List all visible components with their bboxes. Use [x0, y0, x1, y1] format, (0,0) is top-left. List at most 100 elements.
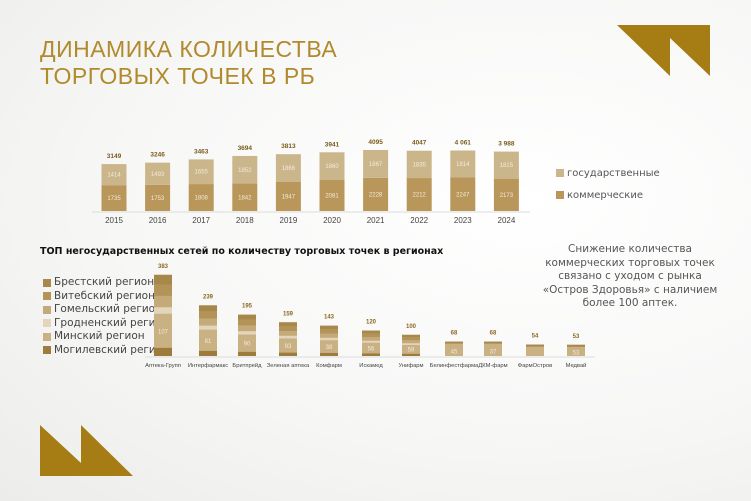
bar-total-label: 100 — [406, 324, 417, 330]
bar-state — [275, 154, 301, 182]
x-tick-label: ФармОстров — [518, 363, 552, 369]
legend-label: Могилевский регион — [54, 343, 170, 356]
bar-commercial — [275, 181, 301, 211]
bar-segment-mogilev — [154, 347, 172, 356]
page-title: ДИНАМИКА КОЛИЧЕСТВА ТОРГОВЫХ ТОЧЕК В РБ — [40, 36, 337, 90]
bar-label-minsk: 81 — [205, 339, 212, 345]
bar-label-commercial: 2173 — [500, 193, 514, 199]
x-tick-label: Зеленая аптека — [267, 363, 310, 369]
bar-segment-vitebsk — [279, 326, 297, 332]
bar-segment-grodno — [402, 343, 420, 345]
bar-segment-vitebsk — [402, 337, 420, 341]
x-tick-label: 2022 — [410, 216, 428, 225]
bar-label-state: 1414 — [107, 173, 121, 179]
bar-segment-top — [567, 344, 585, 347]
bar-segment-vitebsk — [199, 311, 217, 319]
legend-item: Витебский регион — [43, 290, 169, 304]
bar-total-label: 3813 — [281, 143, 296, 150]
bar-label-state: 1866 — [282, 166, 296, 172]
note-text: Снижение количества коммерческих торговы… — [542, 243, 718, 309]
bar-total-label: 120 — [366, 320, 377, 326]
bar-total-label: 53 — [573, 334, 580, 340]
x-tick-label: Медвай — [566, 362, 587, 369]
bar-total — [567, 344, 585, 356]
x-tick-label: 2020 — [323, 216, 341, 225]
bar-segment-brest — [320, 325, 338, 330]
bar-segment-top — [526, 344, 544, 347]
title-line-1: ДИНАМИКА КОЛИЧЕСТВА — [40, 36, 338, 62]
bar-segment-mogilev — [320, 352, 338, 356]
bar-total-label: 4 061 — [455, 139, 472, 146]
bar-segment-grodno — [362, 340, 380, 343]
bar-total-label: 3149 — [107, 153, 122, 160]
title-line-2: ТОРГОВЫХ ТОЧЕК В РБ — [40, 63, 316, 89]
bar-segment-gomel — [320, 333, 338, 338]
legend-swatch — [43, 305, 51, 314]
chart2-legend: Брестский регион Витебский регион Гомельск… — [43, 276, 169, 357]
bar-segment-gomel — [279, 331, 297, 336]
bar-segment-brest — [402, 334, 420, 338]
bar-total-label: 3694 — [238, 145, 253, 152]
bar-state — [406, 150, 432, 179]
bar-segment-grodno — [238, 331, 256, 335]
bar-segment-brest — [238, 314, 256, 320]
bar-commercial — [188, 184, 214, 211]
top-right-decor-shape — [617, 25, 710, 76]
bar-total-label: 4047 — [412, 140, 427, 147]
bar-label-minsk: 90 — [244, 342, 251, 348]
bar-total — [526, 344, 544, 356]
legend-label: Гомельский регион — [54, 303, 162, 315]
bar-segment-top — [484, 341, 502, 344]
bar-label-minsk: 59 — [408, 348, 415, 354]
bar-state — [493, 151, 519, 179]
bar-label-commercial: 2081 — [325, 193, 339, 199]
legend-label: государственные — [567, 167, 660, 179]
bar-label-commercial: 1735 — [107, 196, 121, 202]
bar-total-label: 3246 — [150, 152, 165, 159]
bar-label-minsk: 107 — [158, 330, 169, 336]
bar-label-commercial: 2247 — [456, 192, 470, 198]
x-tick-label: 2023 — [454, 216, 472, 225]
bar-commercial — [363, 177, 389, 211]
bar-label-minsk: 53 — [573, 351, 580, 357]
bar-segment-gomel — [362, 337, 380, 341]
legend-label: коммерческие — [567, 189, 643, 201]
legend-item-state: государственные — [556, 162, 660, 184]
bar-label-state: 1835 — [413, 162, 427, 168]
x-tick-label: ДКМ-фарм — [478, 363, 507, 369]
x-tick-label: Искамед — [359, 363, 383, 369]
legend-label: Брестский регион — [54, 276, 155, 288]
x-tick-label: Аптека-Групп — [145, 363, 181, 369]
bar-state — [363, 149, 389, 178]
x-tick-label: 2019 — [280, 216, 298, 225]
bottom-left-decor-shape — [40, 425, 133, 476]
bar-label-commercial: 2212 — [413, 193, 427, 199]
bar-segment-grodno — [154, 307, 172, 314]
bar-total — [484, 341, 502, 356]
bar-total-label: 195 — [242, 304, 253, 310]
bar-segment-brest — [279, 322, 297, 327]
bar-segment-vitebsk — [320, 329, 338, 334]
x-tick-label: 2024 — [498, 216, 516, 225]
legend-swatch — [556, 191, 564, 199]
bar-segment-brest — [362, 330, 380, 334]
bar-total-label: 3941 — [325, 141, 340, 148]
bar-label-state: 1493 — [151, 172, 165, 178]
bar-segment-grodno — [279, 335, 297, 339]
legend-swatch — [43, 346, 51, 355]
legend-label: Минский регион — [54, 330, 145, 342]
bar-segment-gomel — [238, 325, 256, 332]
bar-segment-gomel — [402, 340, 420, 344]
bar-label-state: 1655 — [195, 170, 209, 176]
bar-commercial — [406, 178, 432, 211]
bar-segment-mogilev — [238, 351, 256, 356]
bar-total-label: 239 — [203, 294, 214, 300]
legend-swatch — [43, 292, 51, 301]
bar-label-state: 1852 — [238, 168, 252, 174]
bar-label-minsk: 56 — [368, 346, 375, 352]
bar-state — [188, 159, 214, 185]
bar-segment-top — [445, 341, 463, 344]
